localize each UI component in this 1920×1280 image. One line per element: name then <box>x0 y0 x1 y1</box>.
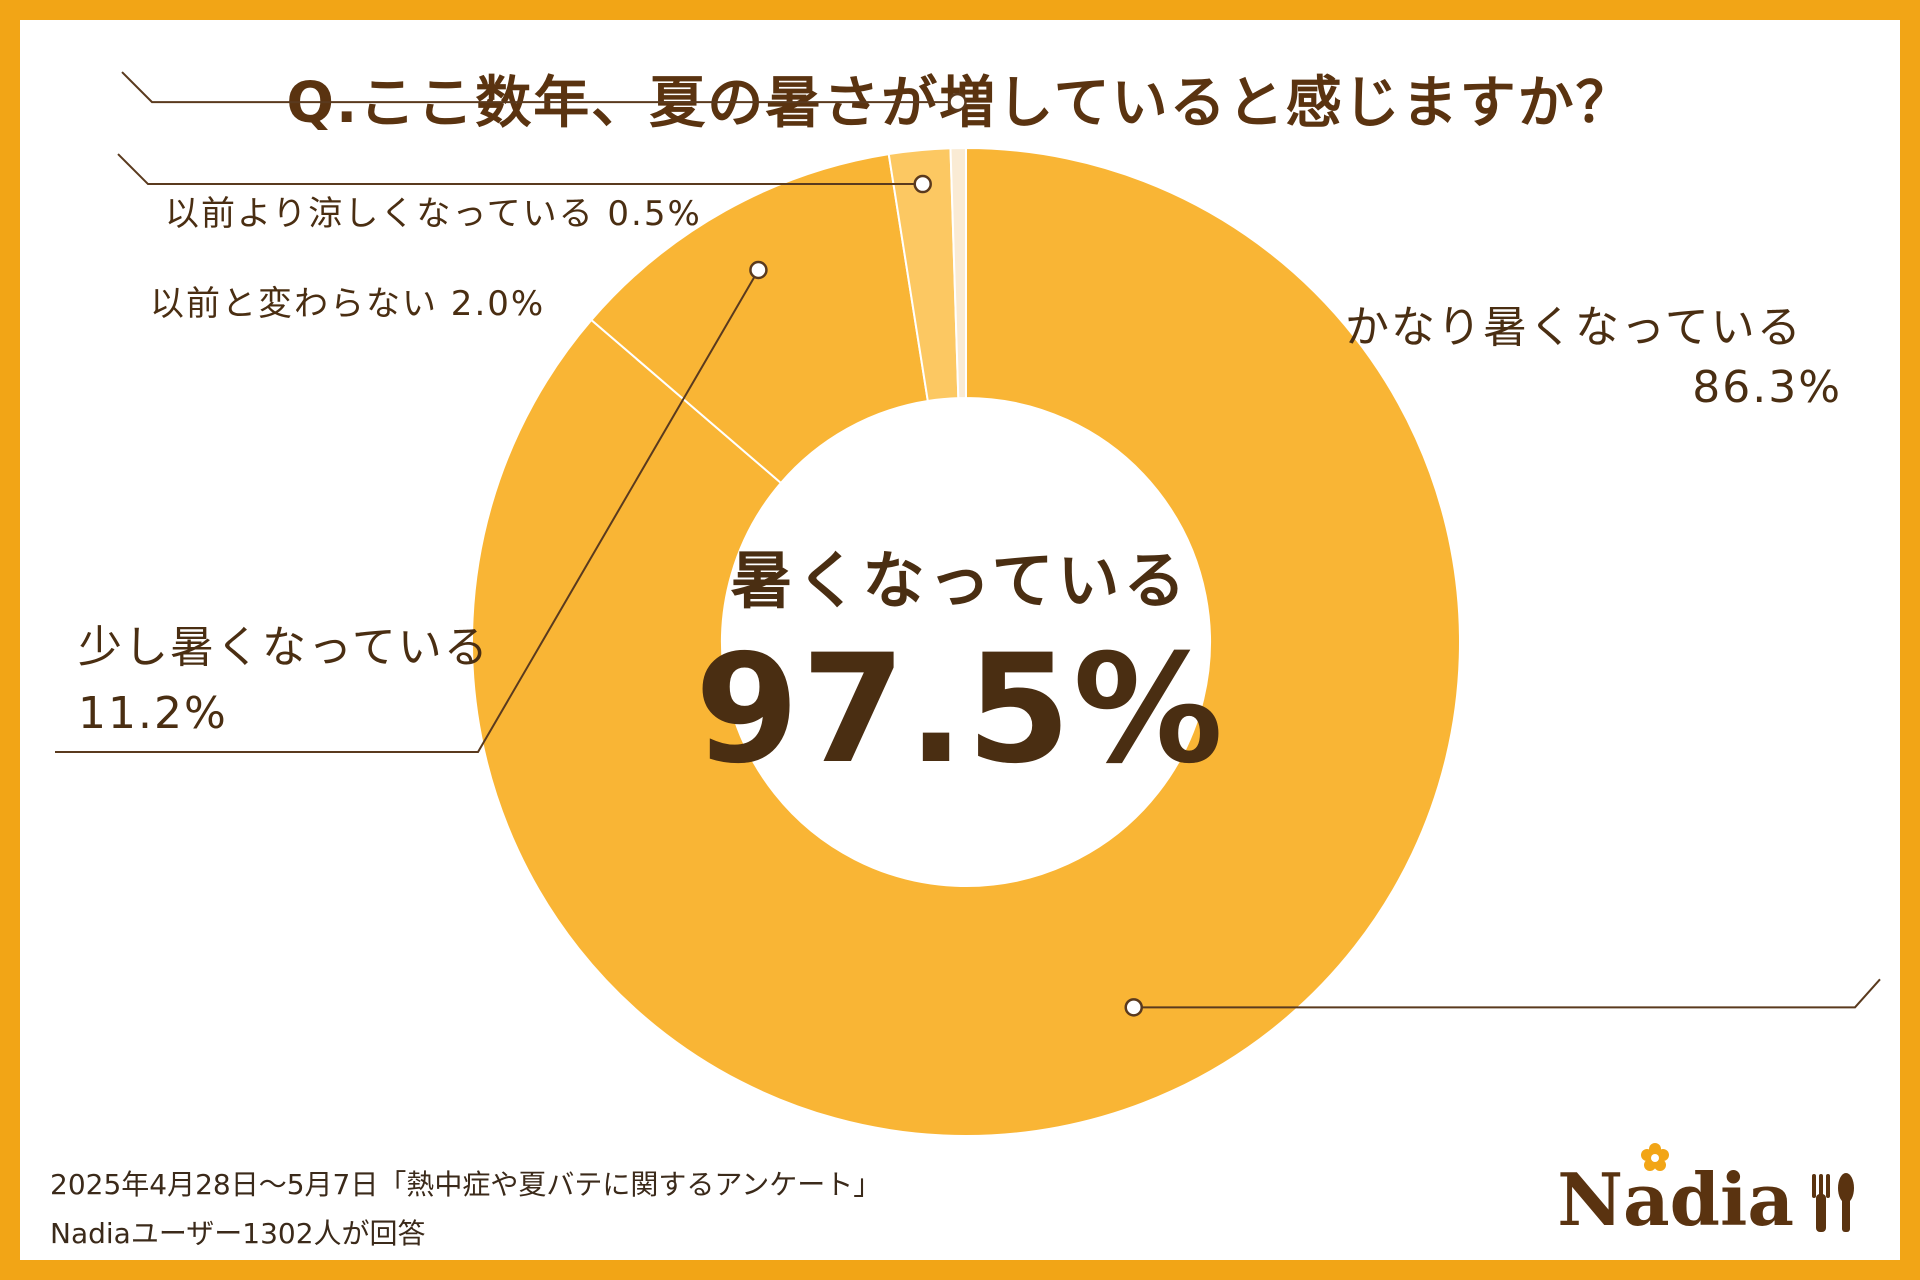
slice-much-hotter <box>470 146 1461 1137</box>
footnote-respondents: Nadiaユーザー1302人が回答 <box>50 1217 426 1250</box>
slice-slightly-hotter <box>589 152 929 485</box>
logo-text: Nadia <box>1557 1157 1794 1242</box>
leader-cooler-marker <box>948 92 967 112</box>
leader-much-hotter-marker <box>1124 998 1143 1017</box>
footnote-survey: 2025年4月28日～5月7日「熱中症や夏バテに関するアンケート」 <box>50 1168 882 1201</box>
leader-lines <box>55 71 1881 1009</box>
nadia-logo: Nadia <box>1557 1160 1850 1240</box>
label-slightly-hotter-name: 少し暑くなっている <box>78 622 490 673</box>
label-much-hotter-value: 86.3% <box>1692 362 1842 413</box>
donut-slices <box>470 146 1461 1137</box>
leader-slightly-hotter <box>55 269 760 753</box>
cutlery-icon <box>1812 1173 1854 1232</box>
leader-slightly-hotter-marker <box>749 260 768 280</box>
label-much-hotter-name: かなり暑くなっている <box>1345 302 1803 353</box>
center-label: 暑くなっている <box>730 544 1190 617</box>
leader-cooler <box>121 71 958 104</box>
flower-icon <box>1641 1143 1669 1171</box>
label-slightly-hotter-value: 11.2% <box>78 688 228 739</box>
leader-much-hotter <box>1133 978 1881 1009</box>
label-cooler: 以前より涼しくなっている 0.5% <box>165 194 702 234</box>
center-value: 97.5% <box>694 623 1226 797</box>
leader-same <box>117 153 923 186</box>
label-same: 以前と変わらない 2.0% <box>150 284 546 324</box>
leader-same-marker <box>913 174 932 194</box>
slice-cooler <box>949 146 967 400</box>
